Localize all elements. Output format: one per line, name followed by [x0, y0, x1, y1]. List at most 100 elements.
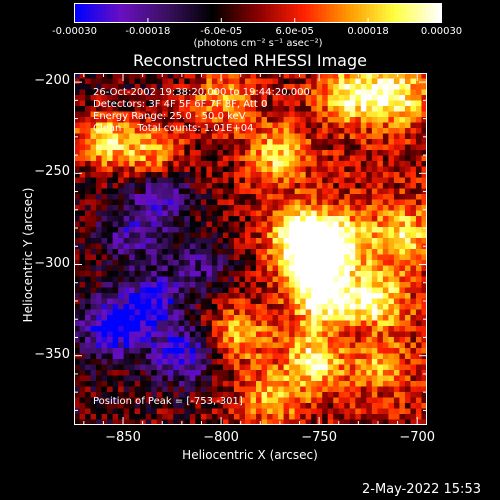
- heatmap-cell: [371, 78, 378, 85]
- heatmap-cell: [316, 276, 323, 283]
- heatmap-cell: [393, 150, 400, 156]
- heatmap-cell: [349, 128, 356, 134]
- heatmap-cell: [327, 100, 334, 107]
- heatmap-cell: [112, 370, 119, 376]
- heatmap-cell: [239, 100, 246, 107]
- heatmap-cell: [272, 265, 279, 272]
- heatmap-cell: [107, 117, 114, 123]
- heatmap-cell: [289, 265, 296, 272]
- heatmap-cell: [173, 304, 180, 310]
- heatmap-cell: [322, 320, 329, 327]
- heatmap-cell: [173, 364, 180, 371]
- heatmap-cell: [261, 364, 268, 371]
- heatmap-cell: [278, 227, 284, 233]
- heatmap-cell: [112, 89, 119, 96]
- heatmap-cell: [74, 364, 80, 371]
- heatmap-cell: [206, 128, 213, 134]
- heatmap-cell: [101, 122, 108, 129]
- heatmap-cell: [360, 419, 367, 425]
- heatmap-cell: [195, 260, 202, 266]
- heatmap-cell: [349, 144, 356, 151]
- heatmap-cell: [123, 133, 130, 140]
- heatmap-cell: [388, 111, 395, 118]
- heatmap-cell: [415, 265, 422, 272]
- heatmap-cell: [162, 183, 169, 189]
- heatmap-cell: [123, 282, 130, 288]
- heatmap-cell: [366, 353, 373, 360]
- heatmap-cell: [294, 177, 301, 184]
- heatmap-cell: [123, 78, 130, 85]
- heatmap-cell: [256, 238, 262, 244]
- heatmap-cell: [140, 166, 147, 173]
- heatmap-cell: [184, 150, 191, 156]
- heatmap-cell: [217, 155, 224, 162]
- heatmap-cell: [382, 100, 389, 107]
- heatmap-cell: [123, 122, 130, 129]
- heatmap-cell: [145, 106, 152, 112]
- heatmap-cell: [162, 254, 169, 261]
- heatmap-cell: [300, 227, 307, 233]
- heatmap-cell: [404, 95, 411, 101]
- heatmap-cell: [233, 150, 240, 156]
- heatmap-cell: [393, 117, 400, 123]
- heatmap-cell: [344, 232, 351, 239]
- heatmap-cell: [382, 392, 389, 398]
- heatmap-cell: [140, 133, 147, 140]
- heatmap-cell: [101, 106, 108, 112]
- heatmap-cell: [178, 84, 185, 90]
- heatmap-cell: [267, 150, 273, 156]
- heatmap-cell: [267, 117, 273, 123]
- heatmap-cell: [250, 95, 257, 101]
- colorbar-step: [386, 3, 391, 23]
- heatmap-cell: [200, 282, 207, 288]
- heatmap-cell: [200, 408, 207, 415]
- heatmap-cell: [162, 265, 169, 272]
- heatmap-cell: [101, 84, 108, 90]
- heatmap-cell: [222, 155, 229, 162]
- heatmap-cell: [404, 342, 411, 349]
- heatmap-cell: [189, 89, 196, 96]
- heatmap-cell: [112, 117, 119, 123]
- heatmap-cell: [145, 227, 152, 233]
- heatmap-cell: [167, 386, 174, 393]
- heatmap-cell: [256, 205, 262, 211]
- heatmap-cell: [267, 386, 273, 393]
- heatmap-cell: [244, 342, 251, 349]
- heatmap-cell: [74, 89, 80, 96]
- colorbar-step: [422, 3, 427, 23]
- heatmap-cell: [404, 199, 411, 206]
- heatmap-cell: [371, 337, 378, 343]
- heatmap-cell: [178, 403, 185, 409]
- heatmap-cell: [151, 243, 158, 250]
- heatmap-cell: [300, 172, 307, 178]
- heatmap-cell: [250, 216, 257, 222]
- heatmap-cell: [283, 359, 290, 365]
- heatmap-cell: [173, 243, 180, 250]
- heatmap-cell: [107, 293, 114, 299]
- heatmap-cell: [250, 84, 257, 90]
- heatmap-cell: [344, 238, 351, 244]
- heatmap-cell: [289, 172, 296, 178]
- heatmap-cell: [278, 205, 284, 211]
- heatmap-cell: [421, 276, 427, 283]
- heatmap-cell: [388, 210, 395, 217]
- heatmap-cell: [189, 309, 196, 316]
- heatmap-cell: [371, 106, 378, 112]
- heatmap-cell: [278, 232, 284, 239]
- heatmap-cell: [85, 194, 91, 200]
- heatmap-cell: [305, 353, 312, 360]
- heatmap-cell: [151, 282, 158, 288]
- heatmap-cell: [156, 221, 163, 228]
- heatmap-cell: [222, 375, 229, 382]
- heatmap-cell: [300, 188, 307, 195]
- heatmap-cell: [399, 188, 406, 195]
- heatmap-cell: [250, 326, 257, 332]
- heatmap-cell: [316, 210, 323, 217]
- heatmap-cell: [311, 375, 318, 382]
- heatmap-cell: [79, 326, 86, 332]
- heatmap-cell: [244, 348, 251, 354]
- heatmap-cell: [289, 73, 296, 79]
- heatmap-cell: [338, 100, 345, 107]
- heatmap-cell: [107, 408, 114, 415]
- heatmap-cell: [222, 403, 229, 409]
